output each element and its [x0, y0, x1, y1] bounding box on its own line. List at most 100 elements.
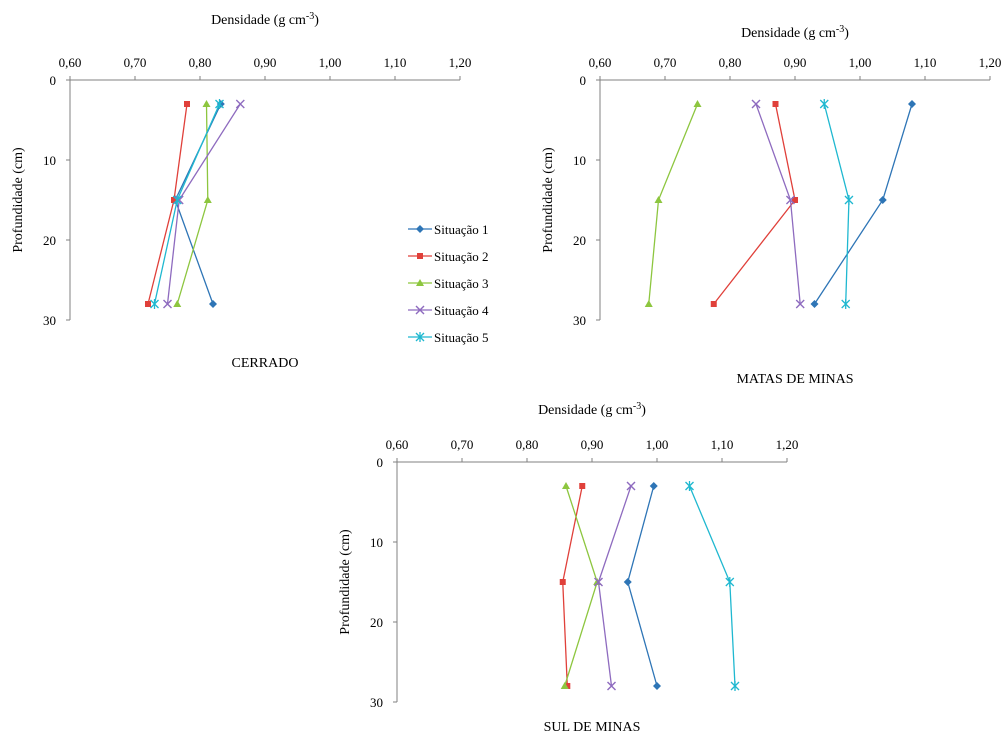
series-4 [594, 481, 636, 691]
y-tick-label: 30 [573, 313, 586, 328]
y-tick-label: 10 [370, 535, 383, 550]
series-line [174, 103, 222, 305]
series-3 [644, 100, 702, 307]
x-tick-label: 0,80 [189, 55, 212, 70]
y-tick-label: 30 [370, 695, 383, 710]
data-point [626, 481, 636, 491]
data-point [184, 101, 190, 107]
series-line [153, 103, 221, 305]
data-point [145, 301, 151, 307]
data-point [562, 482, 570, 489]
x-axis-title: Densidade (g cm-3) [538, 401, 646, 418]
series-2 [559, 483, 586, 689]
series-line [688, 485, 736, 687]
legend: Situação 1 Situação 2 Situação 3 Situação 4… [408, 222, 489, 345]
y-tick-label: 20 [573, 233, 586, 248]
data-point [173, 300, 182, 307]
data-point [810, 300, 819, 308]
data-point [725, 577, 735, 587]
x-tick-label: 1,20 [449, 55, 472, 70]
series-line [176, 103, 209, 305]
data-point [772, 101, 779, 107]
x-tick-label: 1,20 [979, 55, 1002, 70]
legend-marker [415, 332, 425, 342]
chart-2: 0,60 0,70 0,80 0,90 1,00 1,10 1,20 0 10 20 30 Densi… [541, 24, 1001, 387]
series-4 [163, 99, 245, 309]
series-5 [685, 481, 740, 691]
legend-label: Situação 1 [434, 222, 489, 237]
data-point [171, 197, 177, 203]
series-line [564, 485, 598, 687]
legend-label: Situação 3 [434, 276, 489, 291]
x-axis-title: Densidade (g cm-3) [741, 24, 849, 41]
series-5 [150, 99, 224, 309]
y-tick-label: 30 [43, 313, 56, 328]
x-tick-label: 0,70 [654, 55, 677, 70]
data-point [751, 99, 761, 109]
data-point [644, 300, 653, 307]
data-point [653, 682, 661, 690]
series-line [713, 103, 796, 305]
y-axis-title: Profundidade (cm) [338, 529, 353, 635]
series-line [597, 485, 632, 687]
chart-title: SUL DE MINAS [544, 720, 641, 735]
data-point [819, 99, 829, 109]
legend-label: Situação 2 [434, 249, 489, 264]
x-tick-label: 1,00 [849, 55, 872, 70]
data-point [203, 196, 212, 203]
chart-title: CERRADO [232, 356, 299, 371]
y-tick-label: 20 [43, 233, 56, 248]
series-line [562, 485, 583, 687]
data-point [649, 482, 658, 490]
legend-marker [416, 225, 424, 233]
legend-label: Situação 5 [434, 330, 489, 345]
chart-title: MATAS DE MINAS [736, 372, 853, 387]
data-point [215, 99, 224, 109]
y-tick-label: 20 [370, 615, 383, 630]
x-tick-label: 1,00 [646, 437, 669, 452]
chart-1: 0,60 0,70 0,80 0,90 1,00 1,10 1,20 0 10 20 30 Densi… [11, 11, 471, 371]
chart-3: 0,60 0,70 0,80 0,90 1,00 1,10 1,20 0 10 20 30 Densi… [338, 401, 798, 735]
data-point [564, 683, 571, 689]
data-point [150, 299, 159, 309]
data-point [654, 196, 663, 203]
data-point [560, 682, 569, 689]
legend-item: Situação 1 [408, 222, 489, 237]
series-2 [710, 101, 798, 307]
x-tick-label: 1,10 [914, 55, 937, 70]
y-tick-label: 10 [43, 153, 56, 168]
legend-item: Situação 2 [408, 249, 489, 264]
data-point [844, 195, 854, 205]
series-2 [145, 101, 190, 307]
series-1 [810, 100, 916, 308]
data-point [579, 483, 586, 489]
data-point [172, 195, 182, 205]
x-tick-label: 0,70 [124, 55, 147, 70]
x-tick-label: 0,90 [581, 437, 604, 452]
data-point [594, 577, 603, 587]
data-point [209, 300, 217, 308]
y-axis-title: Profundidade (cm) [541, 147, 556, 253]
legend-item: Situação 3 [408, 276, 489, 291]
x-tick-label: 0,80 [516, 437, 539, 452]
x-axis-title: Densidade (g cm-3) [211, 11, 319, 28]
x-tick-label: 0,70 [451, 437, 474, 452]
x-tick-label: 1,10 [711, 437, 734, 452]
data-point [710, 301, 717, 307]
x-tick-label: 1,20 [776, 437, 799, 452]
data-point [878, 196, 887, 204]
x-tick-label: 0,90 [784, 55, 807, 70]
y-tick-label: 0 [580, 73, 587, 88]
legend-marker [416, 279, 424, 286]
x-tick-label: 0,80 [719, 55, 742, 70]
x-tick-label: 0,60 [59, 55, 82, 70]
x-tick-label: 0,60 [589, 55, 612, 70]
series-1 [623, 482, 661, 690]
data-point [785, 195, 795, 205]
series-3 [173, 100, 212, 307]
data-point [202, 100, 211, 107]
data-point [795, 299, 805, 309]
x-tick-label: 0,60 [386, 437, 409, 452]
y-tick-label: 0 [377, 455, 384, 470]
